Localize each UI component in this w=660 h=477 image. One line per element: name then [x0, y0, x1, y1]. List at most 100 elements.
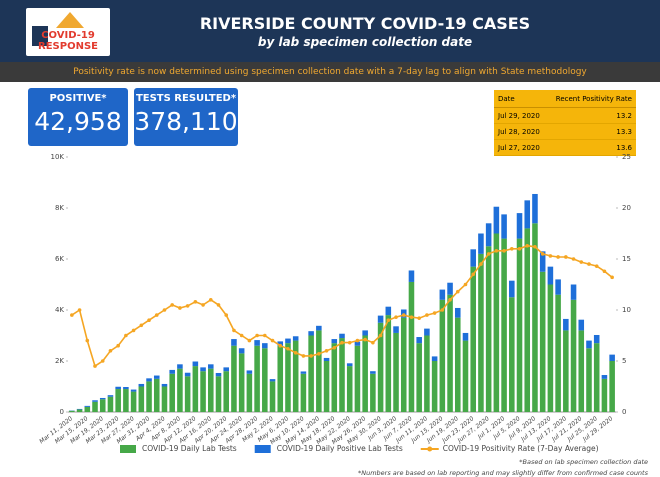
legend-swatch — [254, 445, 271, 453]
bar — [177, 368, 183, 412]
bar — [462, 340, 469, 412]
bar — [331, 339, 338, 344]
bar — [478, 253, 484, 412]
bar — [593, 334, 600, 344]
line-point — [448, 298, 452, 302]
line-point — [154, 313, 159, 317]
bar — [524, 200, 531, 229]
y2-tick-label: 25 — [622, 153, 631, 161]
bar — [524, 228, 531, 412]
bar — [231, 345, 237, 412]
line-point — [216, 303, 221, 307]
kpi-tests: TESTS RESULTED* 378,110 — [134, 88, 238, 146]
bar — [231, 339, 237, 346]
line-point — [270, 338, 275, 343]
legend-swatch — [427, 446, 433, 452]
line-point — [401, 313, 406, 317]
bar — [346, 363, 353, 367]
bar — [593, 343, 600, 412]
subtitle: by lab specimen collection date — [257, 35, 473, 49]
bar — [269, 381, 276, 412]
line-point — [286, 346, 290, 351]
bar — [539, 251, 546, 272]
line-point — [324, 349, 329, 353]
bar — [92, 401, 98, 412]
bar — [362, 330, 368, 336]
cell: 13.6 — [546, 139, 636, 156]
line-point — [116, 343, 120, 348]
bar — [586, 348, 592, 412]
bar — [130, 389, 137, 392]
bar — [516, 238, 523, 412]
line-point — [178, 306, 182, 310]
line-point — [317, 352, 321, 356]
kpi-label: POSITIVE* — [49, 93, 107, 104]
bar — [570, 299, 577, 412]
bar — [493, 206, 500, 234]
bar — [300, 373, 307, 412]
bar — [169, 373, 175, 412]
bar — [69, 410, 75, 412]
bar — [424, 328, 430, 336]
bar — [208, 368, 214, 412]
line-point — [371, 340, 375, 345]
bar — [161, 383, 168, 387]
line-point — [301, 354, 306, 358]
bar — [300, 371, 307, 374]
y-tick-label: 8K — [55, 204, 64, 212]
line-point — [409, 315, 414, 319]
cell: 13.3 — [546, 123, 636, 140]
line-point — [479, 262, 483, 266]
bar — [563, 318, 569, 331]
bar — [354, 345, 361, 412]
positivity-table: Date Recent Positivity Rate Jul 29, 2020… — [494, 90, 636, 156]
bar — [416, 343, 422, 412]
bar — [416, 337, 422, 344]
bar — [547, 284, 554, 412]
bar — [339, 333, 345, 339]
bar — [115, 389, 121, 412]
bar — [84, 405, 91, 407]
bar — [215, 376, 222, 412]
line-point — [494, 249, 499, 253]
bar — [208, 364, 214, 369]
cell: 13.2 — [546, 107, 636, 124]
bar — [400, 317, 407, 412]
bar — [246, 370, 253, 374]
line-point — [533, 244, 537, 249]
bar — [578, 330, 585, 412]
line-point — [185, 304, 190, 308]
logo: COVID-19 RESPONSE — [26, 8, 110, 56]
bar — [323, 357, 330, 361]
bar — [454, 307, 461, 318]
line-point — [224, 313, 229, 317]
legend-label: COVID-19 Daily Positive Lab Tests — [277, 444, 403, 453]
bar — [478, 233, 484, 254]
banner: Positivity rate is now determined using … — [0, 62, 660, 82]
bar — [254, 345, 260, 412]
bar — [601, 378, 608, 412]
bar — [547, 266, 554, 285]
bar — [393, 332, 399, 412]
kpi-value: 42,958 — [34, 107, 122, 136]
bar — [308, 335, 314, 412]
table-header: Date Recent Positivity Rate — [494, 90, 636, 108]
bar — [130, 391, 137, 412]
cell: Jul 28, 2020 — [494, 123, 547, 140]
line-point — [232, 328, 236, 333]
y2-tick-label: 10 — [622, 306, 631, 314]
bar — [532, 193, 538, 224]
bar — [107, 396, 114, 412]
bar — [215, 372, 222, 377]
line-point — [587, 262, 591, 266]
bar — [485, 223, 492, 247]
line-point — [525, 243, 530, 248]
bar — [184, 376, 191, 412]
line-point — [131, 328, 136, 333]
bar — [269, 379, 276, 382]
bar — [609, 361, 615, 412]
bar — [223, 371, 230, 412]
bar — [262, 348, 268, 412]
line-point — [208, 298, 213, 302]
